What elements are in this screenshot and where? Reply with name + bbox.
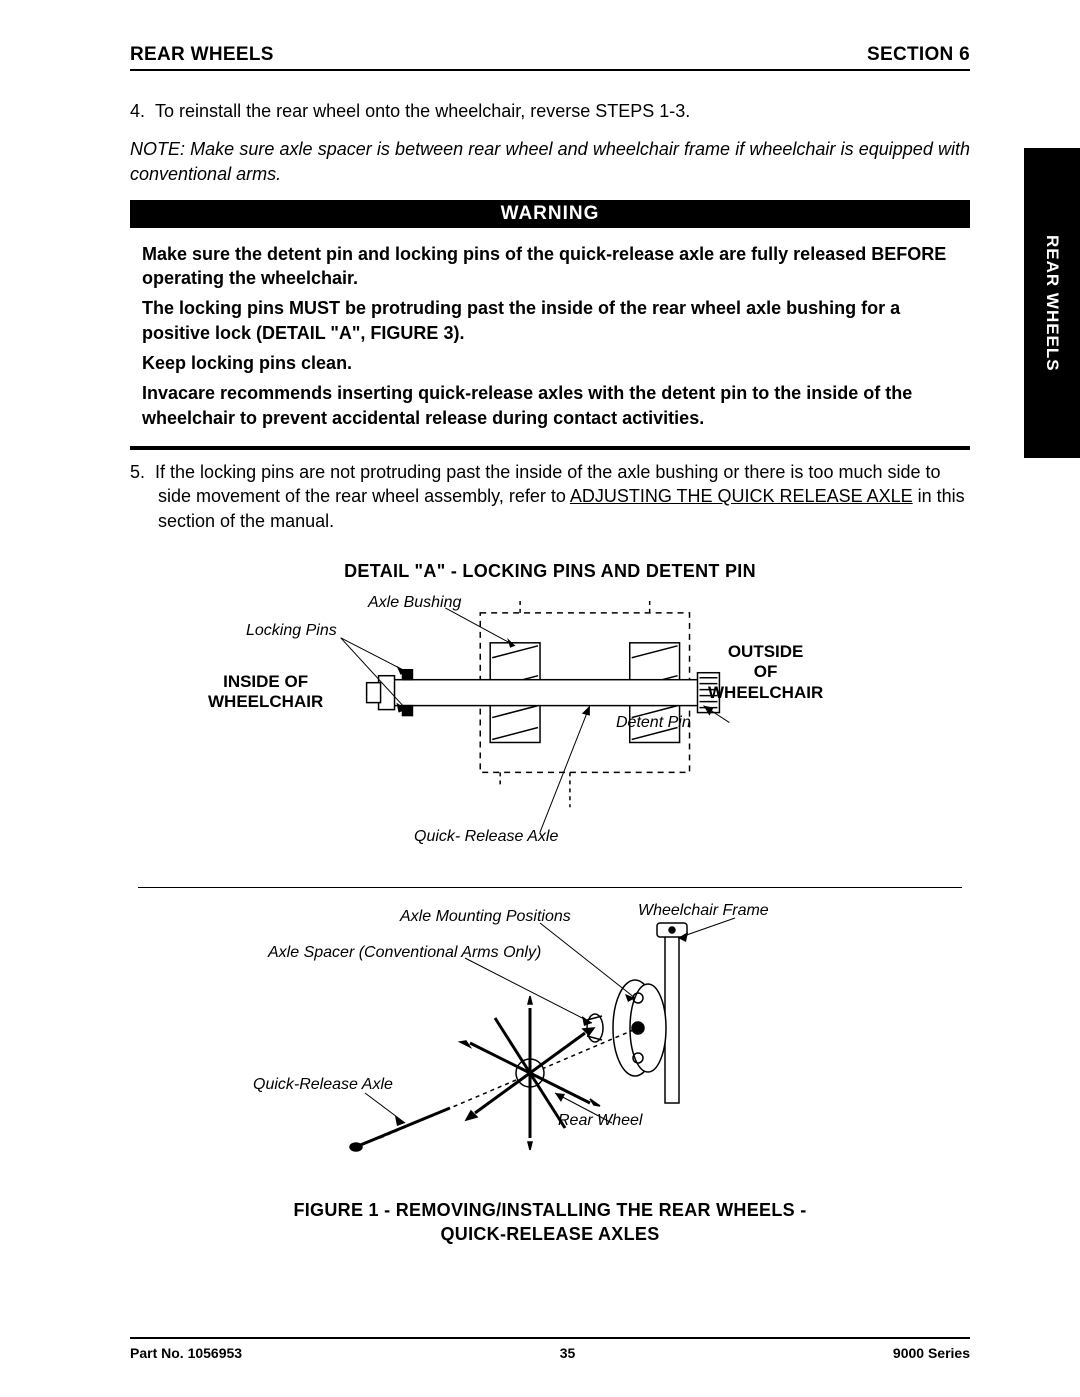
footer-right: 9000 Series [893, 1345, 970, 1361]
figure-2: Axle Mounting Positions Wheelchair Frame… [138, 898, 962, 1188]
footer-center: 35 [560, 1345, 576, 1361]
lbl-inside: INSIDE OFWHEELCHAIR [208, 672, 323, 713]
lbl-axle-mounting: Axle Mounting Positions [400, 908, 571, 926]
header-left: REAR WHEELS [130, 44, 274, 66]
warning-p4: Invacare recommends inserting quick-rele… [142, 381, 958, 430]
step-4: 4. To reinstall the rear wheel onto the … [130, 99, 970, 123]
step-5: 5. If the locking pins are not protrudin… [130, 460, 970, 533]
lbl-rear-wheel: Rear Wheel [558, 1112, 642, 1130]
page-content: REAR WHEELS SECTION 6 4. To reinstall th… [0, 0, 1080, 1286]
warning-body: Make sure the detent pin and locking pin… [130, 228, 970, 450]
figure-2-svg [138, 898, 962, 1188]
fig-caption-2: QUICK-RELEASE AXLES [440, 1224, 659, 1244]
lbl-detent-pin: Detent Pin [616, 714, 691, 732]
warning-p2: The locking pins MUST be protruding past… [142, 296, 958, 345]
figure-caption: FIGURE 1 - REMOVING/INSTALLING THE REAR … [130, 1198, 970, 1247]
lbl-spacer: Axle Spacer (Conventional Arms Only) [268, 944, 541, 962]
header-right: SECTION 6 [867, 44, 970, 66]
lbl-qr-axle: Quick- Release Axle [414, 828, 558, 846]
lbl-locking-pins: Locking Pins [246, 622, 337, 640]
lbl-frame: Wheelchair Frame [638, 902, 769, 920]
page-header: REAR WHEELS SECTION 6 [130, 44, 970, 71]
step-4-text: To reinstall the rear wheel onto the whe… [155, 101, 690, 121]
step-4-num: 4. [130, 101, 145, 121]
lbl-outside: OUTSIDEOFWHEELCHAIR [708, 642, 823, 703]
lbl-axle-bushing: Axle Bushing [368, 594, 461, 612]
detail-a-title: DETAIL "A" - LOCKING PINS AND DETENT PIN [130, 561, 970, 582]
step-5-link: ADJUSTING THE QUICK RELEASE AXLE [570, 486, 913, 506]
warning-p1: Make sure the detent pin and locking pin… [142, 242, 958, 291]
footer-left: Part No. 1056953 [130, 1345, 242, 1361]
fig-caption-1: FIGURE 1 - REMOVING/INSTALLING THE REAR … [293, 1200, 806, 1220]
step-5-num: 5. [130, 462, 145, 482]
page-footer: Part No. 1056953 35 9000 Series [130, 1337, 970, 1361]
detail-a-figure: Axle Bushing Locking Pins Detent Pin Qui… [138, 588, 962, 888]
warning-p3: Keep locking pins clean. [142, 351, 958, 375]
warning-title: WARNING [130, 200, 970, 228]
note-text: NOTE: Make sure axle spacer is between r… [130, 137, 970, 186]
lbl-qr-axle2: Quick-Release Axle [253, 1076, 393, 1094]
